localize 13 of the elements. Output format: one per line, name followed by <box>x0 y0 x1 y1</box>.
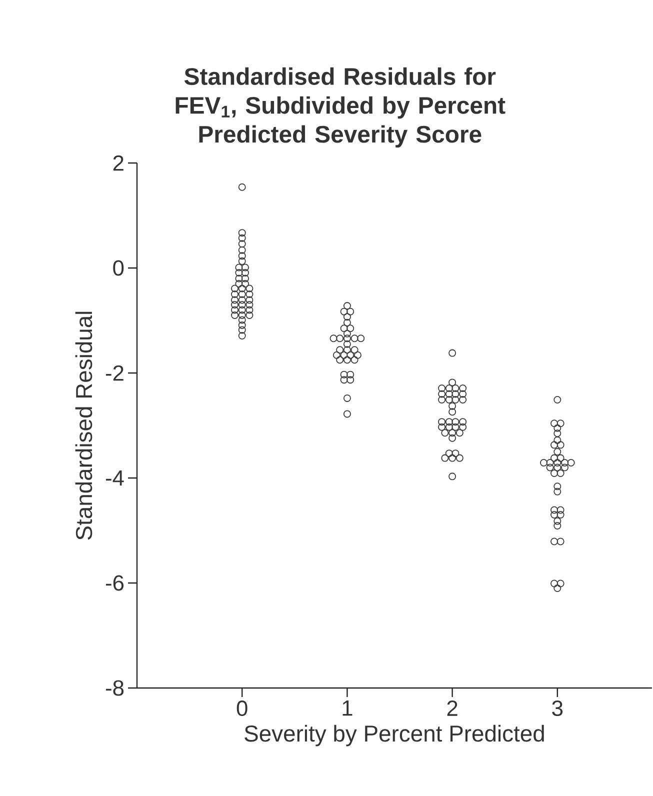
x-axis-title: Severity by Percent Predicted <box>244 724 544 746</box>
y-tick-label: -6 <box>106 575 124 591</box>
x-tick-label: 2 <box>448 700 458 716</box>
y-tick-label: 2 <box>114 155 124 171</box>
y-tick-label: -8 <box>106 680 124 696</box>
chart-title: Standardised Residuals for FEV$_{1}$, Subdivided by Percent Predicted Severity Score <box>176 67 506 148</box>
y-tick-label: 0 <box>113 260 124 276</box>
y-axis-title: Standardised Residual <box>76 312 92 540</box>
y-tick-label: -4 <box>106 470 124 486</box>
y-tick-label: -2 <box>106 365 124 381</box>
x-tick-label: 0 <box>237 700 248 716</box>
x-tick-label: 3 <box>552 700 563 716</box>
x-tick-label: 1 <box>342 700 352 716</box>
